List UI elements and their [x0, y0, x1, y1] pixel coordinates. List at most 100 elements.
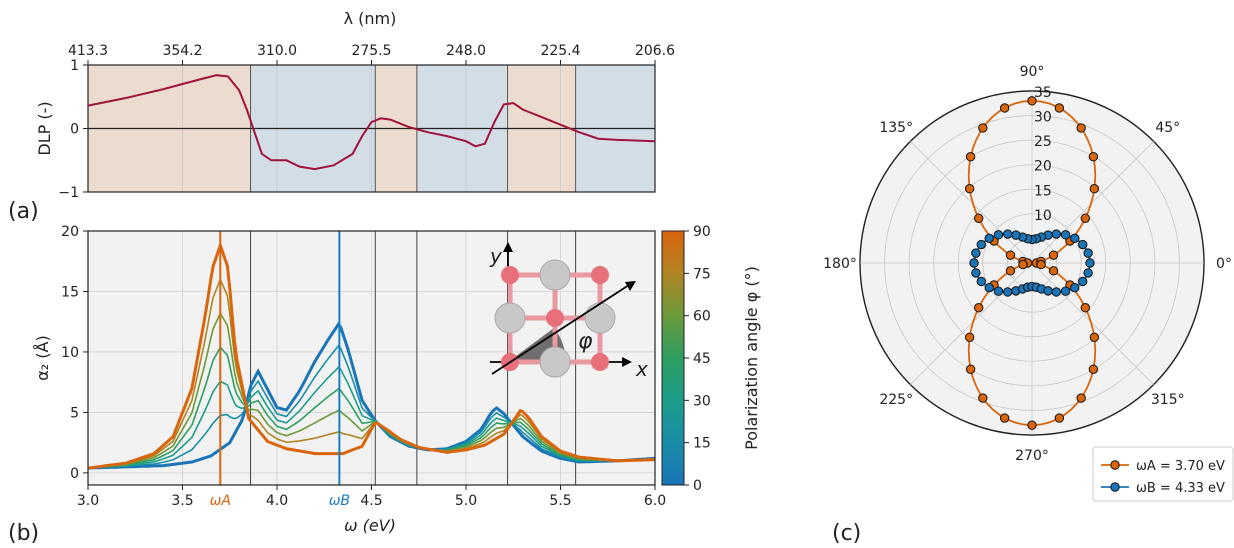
polar-series-a-marker: [999, 103, 1010, 113]
alpha-x-axis-label: ω (eV): [344, 516, 396, 535]
alpha-x-tick-label: 4.0: [266, 493, 288, 509]
polar-angle-gridline: [1031, 262, 1154, 385]
polar-series-b-marker: [1083, 268, 1093, 278]
alpha-y-axis-label: α₂ (Å): [33, 335, 52, 380]
panel-b-alpha2-plot: 3.0 3.5 4.0 4.5 5.0 5.5 6.0 0 5 10 15 20 ωA ωB ω (eV) α…: [33, 224, 666, 535]
polar-series-a-marker: [999, 413, 1010, 423]
polar-series-b-marker: [1070, 233, 1080, 244]
alpha-x-tick-label: 6.0: [644, 493, 666, 509]
polar-series-a-marker: [1005, 250, 1016, 260]
polar-series-b-marker: [1085, 258, 1095, 268]
polar-series-b-marker: [1060, 230, 1071, 240]
colorbar-tick-label: 75: [693, 266, 711, 282]
dlp-y-tick-label: 1: [70, 58, 79, 74]
alpha-x-tick-label: 3.0: [77, 493, 99, 509]
polar-angle-label: 45°: [1155, 120, 1180, 136]
alpha-series-line-30deg: [87, 366, 656, 469]
alpha-marker-label-b: ωB: [329, 493, 350, 509]
colorbar-bar: [661, 230, 685, 486]
alpha-series-line-45deg: [87, 346, 656, 469]
colorbar-tick-label: 60: [693, 309, 711, 325]
polar-series-b-marker: [1060, 286, 1071, 296]
polar-angle-gridline: [910, 141, 1033, 264]
polar-series-b-marker: [1051, 287, 1061, 297]
alpha-y-tick-label: 15: [61, 284, 79, 300]
panel-a-dlp-plot: 413.3 354.2 310.0 275.5 248.0 225.4 206.6 −1 0 1 λ…: [35, 9, 675, 201]
polar-series-b-marker: [1078, 276, 1088, 287]
polar-series-b-marker: [984, 233, 994, 244]
alpha-axes-frame: [87, 230, 656, 486]
dlp-y-tick-label: 0: [70, 122, 79, 138]
panel-label-b: (b): [8, 521, 39, 546]
polar-series-b-marker: [971, 248, 981, 258]
polar-series-b-marker: [993, 230, 1004, 240]
inset-x-label: x: [635, 357, 648, 381]
polar-series-b-marker: [1011, 230, 1021, 240]
polar-series-a-marker: [1076, 393, 1086, 403]
polar-series-b-marker: [993, 286, 1004, 296]
polar-series-b-marker: [1043, 286, 1053, 296]
polar-series-a-marker: [1036, 259, 1046, 270]
polar-radial-tick-label: 10: [1034, 208, 1052, 224]
alpha-series-line-0deg: [87, 321, 656, 470]
polarization-colorbar: 0 15 30 45 60 75 90 Polarization angle φ (°): [661, 224, 761, 494]
polar-series-a-marker: [973, 213, 984, 223]
polar-radial-tick-label: 25: [1034, 134, 1052, 150]
alpha-y-tick-label: 5: [70, 405, 79, 421]
inset-polarization-arrow: [491, 282, 633, 375]
top-axis-tick-label: 248.0: [446, 43, 486, 59]
colorbar-tick-label: 90: [693, 224, 711, 240]
polar-angle-label: 0°: [1216, 256, 1232, 272]
dlp-axes-frame: [87, 64, 656, 193]
inset-y-label: y: [489, 244, 503, 268]
colorbar-tick-label: 30: [693, 393, 711, 409]
polar-angle-label: 225°: [879, 392, 913, 408]
polar-series-b-marker: [1070, 282, 1080, 293]
polar-series-b-marker: [984, 282, 994, 293]
molecule-inset: y x φ: [489, 242, 648, 381]
inset-red-atom: [591, 266, 609, 284]
polar-series-a-marker: [1054, 413, 1065, 423]
polar-series-a-marker: [973, 303, 984, 313]
polar-series-a-marker: [965, 152, 976, 162]
polar-series-a-marker: [1080, 303, 1091, 313]
polar-series-b-marker: [1003, 229, 1013, 239]
dlp-series-line: [87, 74, 656, 171]
polar-radial-tick-label: 35: [1034, 85, 1052, 101]
polar-series-b-marker: [971, 268, 981, 278]
colorbar-label: Polarization angle φ (°): [742, 266, 761, 450]
inset-polarization-arrowhead: [625, 281, 636, 291]
polar-series-b-marker: [1051, 229, 1061, 239]
inset-x-arrowhead: [622, 357, 632, 367]
polar-series-a-marker: [1088, 152, 1099, 162]
colorbar-tick-label: 15: [693, 436, 711, 452]
polar-angle-label: 90°: [1020, 64, 1045, 80]
polar-series-a-marker: [978, 393, 988, 403]
polar-series-b-marker: [1003, 287, 1013, 297]
alpha-y-tick-label: 0: [70, 466, 79, 482]
panel-label-c: (c): [832, 521, 861, 546]
dlp-y-axis-label: DLP (-): [35, 101, 54, 155]
inset-gray-atom: [539, 346, 571, 378]
polar-series-b-marker: [976, 276, 986, 287]
polar-series-b-marker: [1083, 248, 1093, 258]
panel-c-polar-plot: 0° 45° 90° 135° 180° 225° 270° 315° 10 15 20 25 30 35…: [823, 64, 1234, 502]
polar-series-a-marker: [1027, 420, 1037, 430]
polar-angle-label: 270°: [1015, 448, 1049, 464]
polar-series-a-marker: [978, 123, 988, 133]
top-axis-tick-label: 413.3: [68, 43, 108, 59]
polar-angle-gridline: [1031, 141, 1154, 264]
polar-series-a-marker: [964, 183, 975, 194]
polar-series-a-marker: [965, 364, 976, 374]
polar-series-a-marker: [1018, 259, 1028, 270]
top-axis-label: λ (nm): [344, 9, 397, 28]
alpha-series-line-90deg: [87, 240, 656, 470]
alpha-x-tick-label: 4.5: [360, 493, 382, 509]
polar-angle-label: 315°: [1151, 392, 1185, 408]
colorbar-tick-label: 45: [693, 351, 711, 367]
polar-series-b-marker: [1078, 239, 1088, 250]
polar-series-a-marker: [1054, 103, 1065, 113]
inset-y-arrowhead: [503, 242, 513, 252]
dlp-y-tick-label: −1: [58, 185, 79, 201]
alpha-x-tick-label: 5.0: [455, 493, 477, 509]
